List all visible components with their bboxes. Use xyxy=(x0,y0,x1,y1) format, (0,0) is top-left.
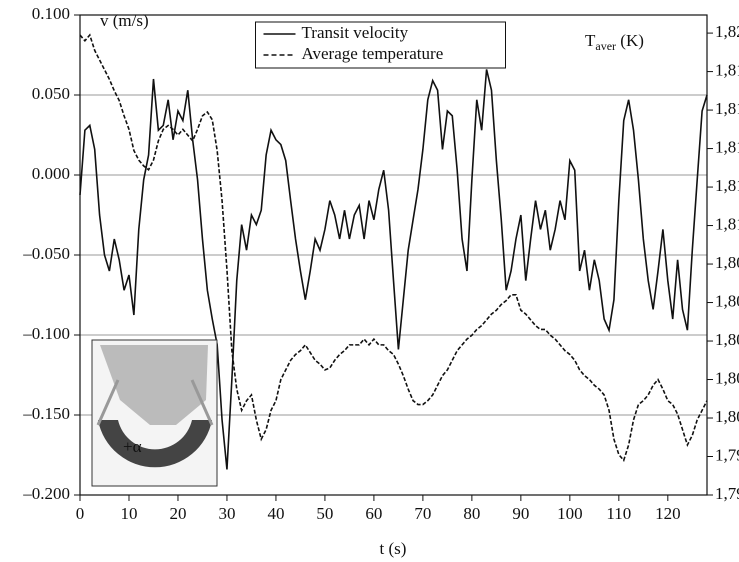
y2-tick-label: 1,806 xyxy=(715,291,739,310)
y2-tick-label: 1,814 xyxy=(715,137,739,156)
legend-box xyxy=(255,21,506,69)
y-tick-label: –0.050 xyxy=(22,244,70,263)
x-tick-label: 110 xyxy=(606,504,631,523)
y2-tick-label: 1,816 xyxy=(715,99,739,118)
inset-arms xyxy=(96,379,214,426)
inset-label: +α xyxy=(123,437,142,456)
y-axis-label: v (m/s) xyxy=(100,11,149,30)
y-tick-label: –0.150 xyxy=(22,404,70,423)
plot-frame xyxy=(79,14,708,496)
x-tick-label: 10 xyxy=(120,504,137,523)
y-tick-label: 0.000 xyxy=(32,164,70,183)
series-line xyxy=(79,69,708,470)
y2-tick-label: 1,820 xyxy=(715,22,739,41)
x-tick-label: 30 xyxy=(218,504,235,523)
inset-figure xyxy=(91,339,218,487)
y-tick-label: –0.100 xyxy=(22,324,70,343)
y2-axis-label: Taver (K) xyxy=(585,31,644,53)
y2-tick-label: 1,810 xyxy=(715,214,739,233)
y2-label-unit: (K) xyxy=(616,31,644,50)
inset-ring xyxy=(98,420,212,468)
y2-tick-label: 1,796 xyxy=(715,484,739,503)
legend-label: Average temperature xyxy=(302,44,444,63)
y2-label-sub: aver xyxy=(595,39,616,53)
legend: Transit velocity Average temperature xyxy=(255,21,506,69)
y-tick-label: –0.200 xyxy=(22,484,70,503)
inset-tundish xyxy=(100,345,208,425)
y2-tick-label: 1,802 xyxy=(715,368,739,387)
y2-label-main: T xyxy=(585,31,596,50)
y2-tick-label: 1,800 xyxy=(715,407,739,426)
y2-tick-label: 1,812 xyxy=(715,176,739,195)
x-tick-label: 120 xyxy=(655,504,681,523)
plot-layer: 0.100 0.050 0.000 –0.050 –0.100 –0.150 –0.200 1… xyxy=(22,4,739,523)
y2-tick-label: 1,798 xyxy=(715,445,739,464)
x-axis-label: t (s) xyxy=(380,539,407,558)
x-tick-label: 100 xyxy=(557,504,583,523)
x-tick-label: 0 xyxy=(76,504,85,523)
x-tick-label: 90 xyxy=(512,504,529,523)
x-tick-label: 40 xyxy=(267,504,284,523)
x-tick-label: 50 xyxy=(316,504,333,523)
y2-tick-label: 1,804 xyxy=(715,330,739,349)
y2-tick-label: 1,808 xyxy=(715,253,739,272)
x-tick-label: 80 xyxy=(463,504,480,523)
y-tick-label: 0.050 xyxy=(32,84,70,103)
y2-tick-label: 1,818 xyxy=(715,60,739,79)
series-line xyxy=(79,33,708,462)
legend-label: Transit velocity xyxy=(302,23,409,42)
x-tick-label: 60 xyxy=(365,504,382,523)
x-tick-label: 20 xyxy=(169,504,186,523)
y-tick-label: 0.100 xyxy=(32,4,70,23)
x-tick-label: 70 xyxy=(414,504,431,523)
